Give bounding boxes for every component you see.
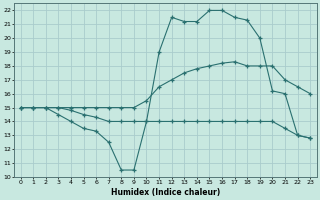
X-axis label: Humidex (Indice chaleur): Humidex (Indice chaleur) — [111, 188, 220, 197]
